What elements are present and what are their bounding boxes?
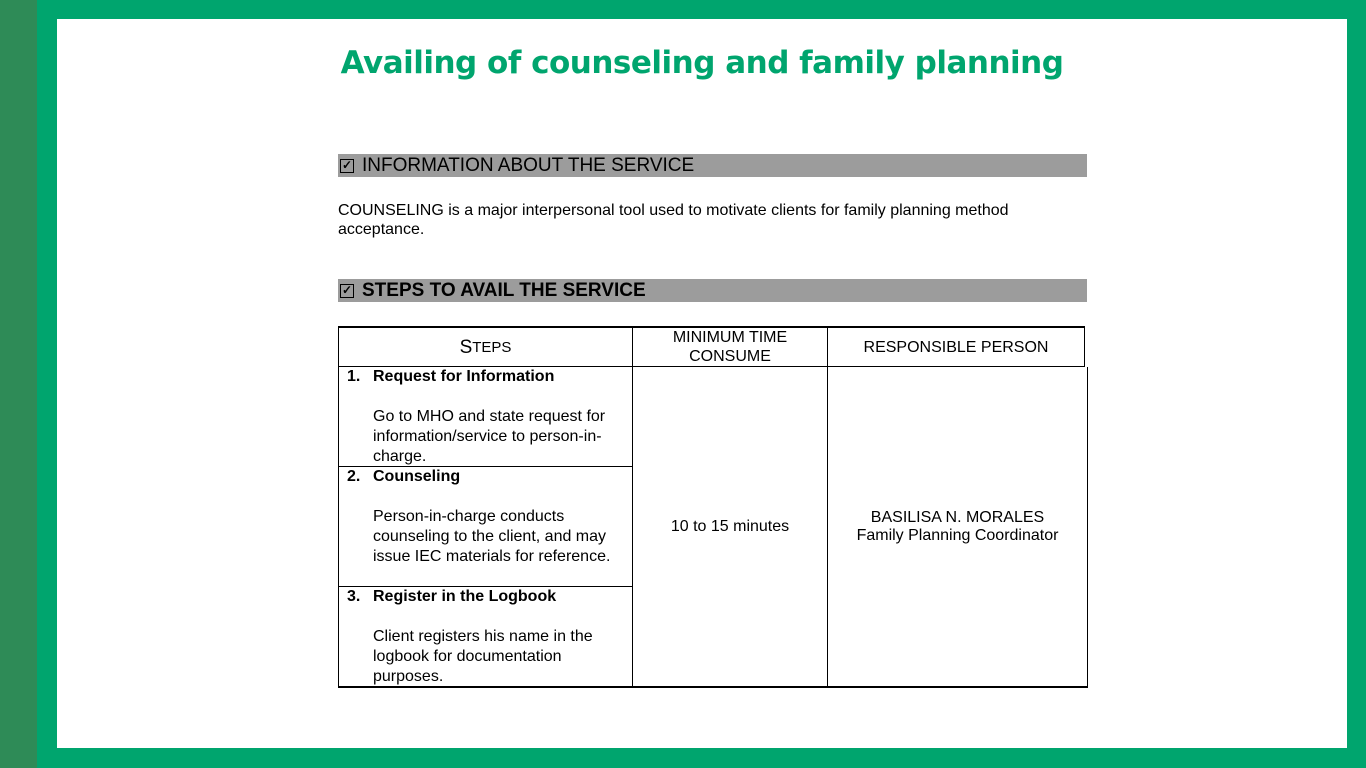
section-info-label: INFORMATION ABOUT THE SERVICE [362, 154, 695, 176]
step-number: 1. [347, 368, 361, 385]
step-body: Go to MHO and state request for informat… [373, 408, 606, 465]
slide: Availing of counseling and family planni… [57, 19, 1347, 748]
time-column: 10 to 15 minutes [632, 367, 827, 688]
checkbox-icon: ✓ [340, 282, 354, 298]
step-row: 2. Counseling Person-in-charge conducts … [339, 467, 632, 587]
header-steps-initial: S [459, 336, 473, 358]
header-min-time: MINIMUM TIME CONSUME [632, 326, 827, 367]
step-name: Register in the Logbook [373, 588, 557, 605]
section-info-header: ✓ INFORMATION ABOUT THE SERVICE [338, 154, 1087, 177]
step-row: 1. Request for Information Go to MHO and… [339, 367, 632, 467]
slide-title: Availing of counseling and family planni… [340, 45, 1064, 81]
checkbox-icon: ✓ [340, 157, 354, 173]
step-name: Counseling [373, 468, 461, 485]
section-steps-header: ✓ STEPS TO AVAIL THE SERVICE [338, 279, 1087, 302]
step-row: 3. Register in the Logbook Client regist… [339, 587, 632, 687]
step-body: Client registers his name in the logbook… [373, 628, 593, 685]
step-body: Person-in-charge conducts counseling to … [373, 508, 611, 565]
section-steps-label: STEPS TO AVAIL THE SERVICE [362, 279, 646, 301]
left-accent-strip [0, 0, 37, 768]
service-description: COUNSELING is a major interpersonal tool… [338, 202, 1009, 238]
steps-column: 1. Request for Information Go to MHO and… [338, 367, 632, 688]
step-number: 3. [347, 588, 361, 605]
person-role: Family Planning Coordinator [856, 526, 1059, 544]
time-value: 10 to 15 minutes [670, 517, 790, 535]
header-steps-rest: TEPS [472, 338, 512, 356]
header-steps: S TEPS [338, 326, 632, 367]
step-number: 2. [347, 468, 361, 485]
header-responsible-person: RESPONSIBLE PERSON [827, 326, 1085, 367]
person-name: BASILISA N. MORALES [870, 508, 1045, 526]
step-name: Request for Information [373, 368, 555, 385]
person-column: BASILISA N. MORALES Family Planning Coor… [827, 367, 1088, 688]
